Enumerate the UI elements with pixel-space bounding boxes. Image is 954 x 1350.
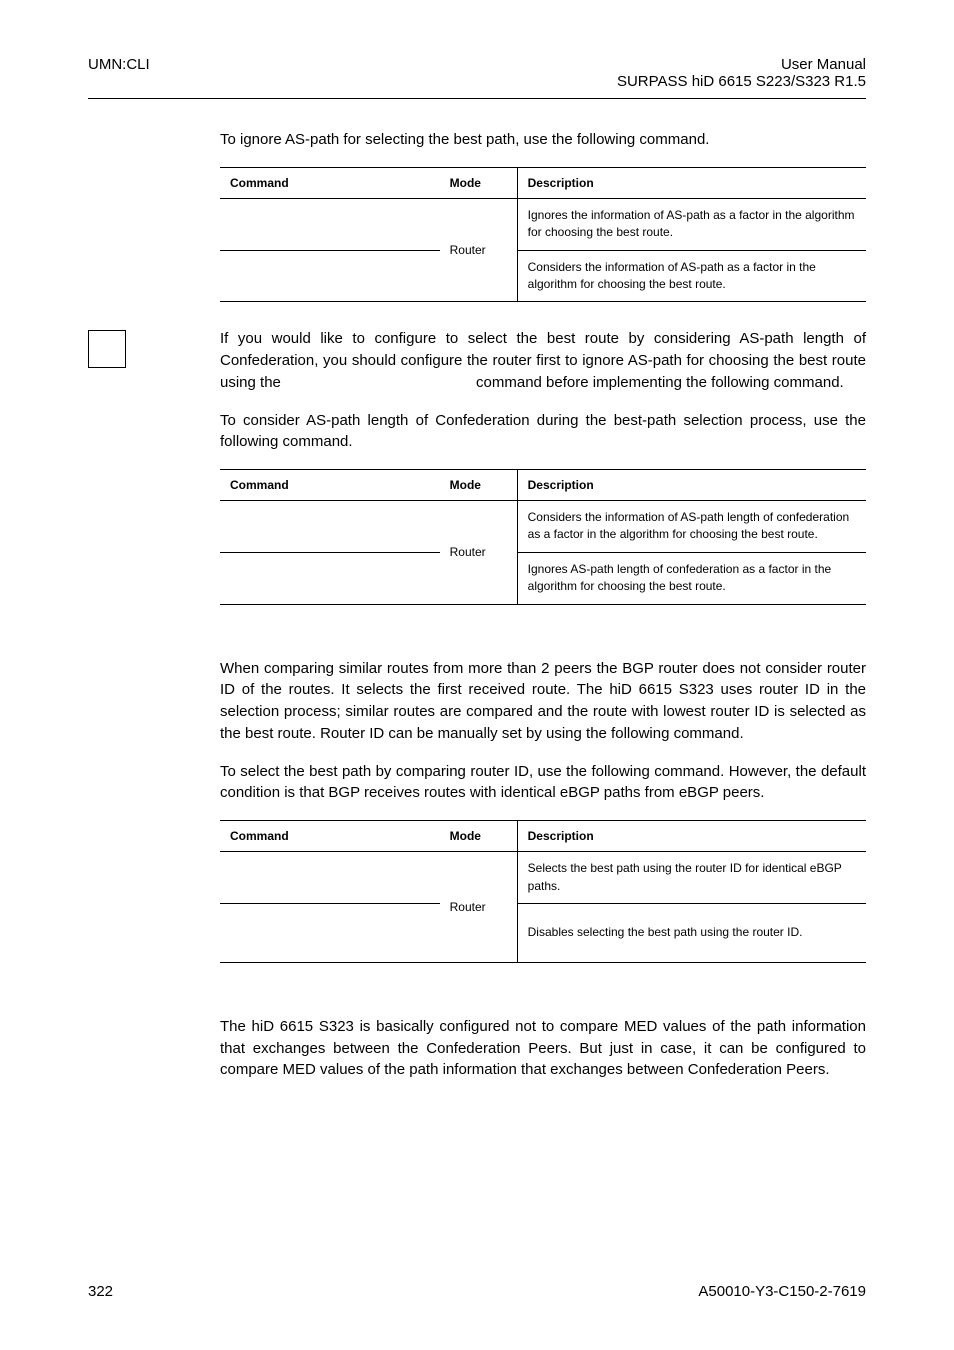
routerid-p1: When comparing similar routes from more … <box>220 658 866 745</box>
th-description: Description <box>517 470 866 501</box>
note-part-b: command before implementing the followin… <box>472 374 844 391</box>
table-aspath-ignore: Command Mode Description bgp bestpath as… <box>220 167 866 303</box>
header-right-2: SURPASS hiD 6615 S223/S323 R1.5 <box>617 73 866 90</box>
note-icon <box>88 330 126 368</box>
note-cmd: bgp bestpath as-path ignore <box>285 374 472 391</box>
cmd-cell: bgp bestpath as-path ignore <box>220 198 440 250</box>
desc-cell: Ignores AS-path length of confederation … <box>517 552 866 604</box>
th-mode: Mode <box>440 167 518 198</box>
mode-cell: Router <box>440 852 518 963</box>
th-command: Command <box>220 821 440 852</box>
table-confed-aspath: Command Mode Description bgp bestpath co… <box>220 469 866 605</box>
mode-cell: Router <box>440 198 518 302</box>
intro-ignore-aspath: To ignore AS-path for selecting the best… <box>220 129 866 151</box>
intro-confed-aspath: To consider AS-path length of Confederat… <box>220 410 866 454</box>
med-p1: The hiD 6615 S323 is basically configure… <box>220 1016 866 1081</box>
desc-cell: Considers the information of AS-path as … <box>517 250 866 302</box>
th-description: Description <box>517 167 866 198</box>
header-right-1: User Manual <box>617 56 866 73</box>
desc-cell: Selects the best path using the router I… <box>517 852 866 904</box>
desc-cell: Considers the information of AS-path len… <box>517 501 866 553</box>
header-left: UMN:CLI <box>88 56 150 90</box>
footer-page-number: 322 <box>88 1283 113 1300</box>
desc-cell: Disables selecting the best path using t… <box>517 903 866 962</box>
cmd-cell: bgp bestpath compare-confed-aspath <box>220 501 440 553</box>
th-mode: Mode <box>440 821 518 852</box>
routerid-p2: To select the best path by comparing rou… <box>220 761 866 805</box>
cmd-cell: no bgp bestpath compare-confed-aspath <box>220 552 440 604</box>
cmd-cell: no bgp bestpath compare-routerid <box>220 903 440 962</box>
th-mode: Mode <box>440 470 518 501</box>
footer-doc-id: A50010-Y3-C150-2-7619 <box>698 1283 866 1300</box>
cmd-cell: bgp bestpath compare-routerid <box>220 852 440 904</box>
th-command: Command <box>220 470 440 501</box>
mode-cell: Router <box>440 501 518 605</box>
th-command: Command <box>220 167 440 198</box>
desc-cell: Ignores the information of AS-path as a … <box>517 198 866 250</box>
table-routerid: Command Mode Description bgp bestpath co… <box>220 820 866 963</box>
cmd-cell: no bgp bestpath as-path ignore <box>220 250 440 302</box>
th-description: Description <box>517 821 866 852</box>
header-rule <box>88 98 866 99</box>
note-text: If you would like to configure to select… <box>220 328 866 393</box>
